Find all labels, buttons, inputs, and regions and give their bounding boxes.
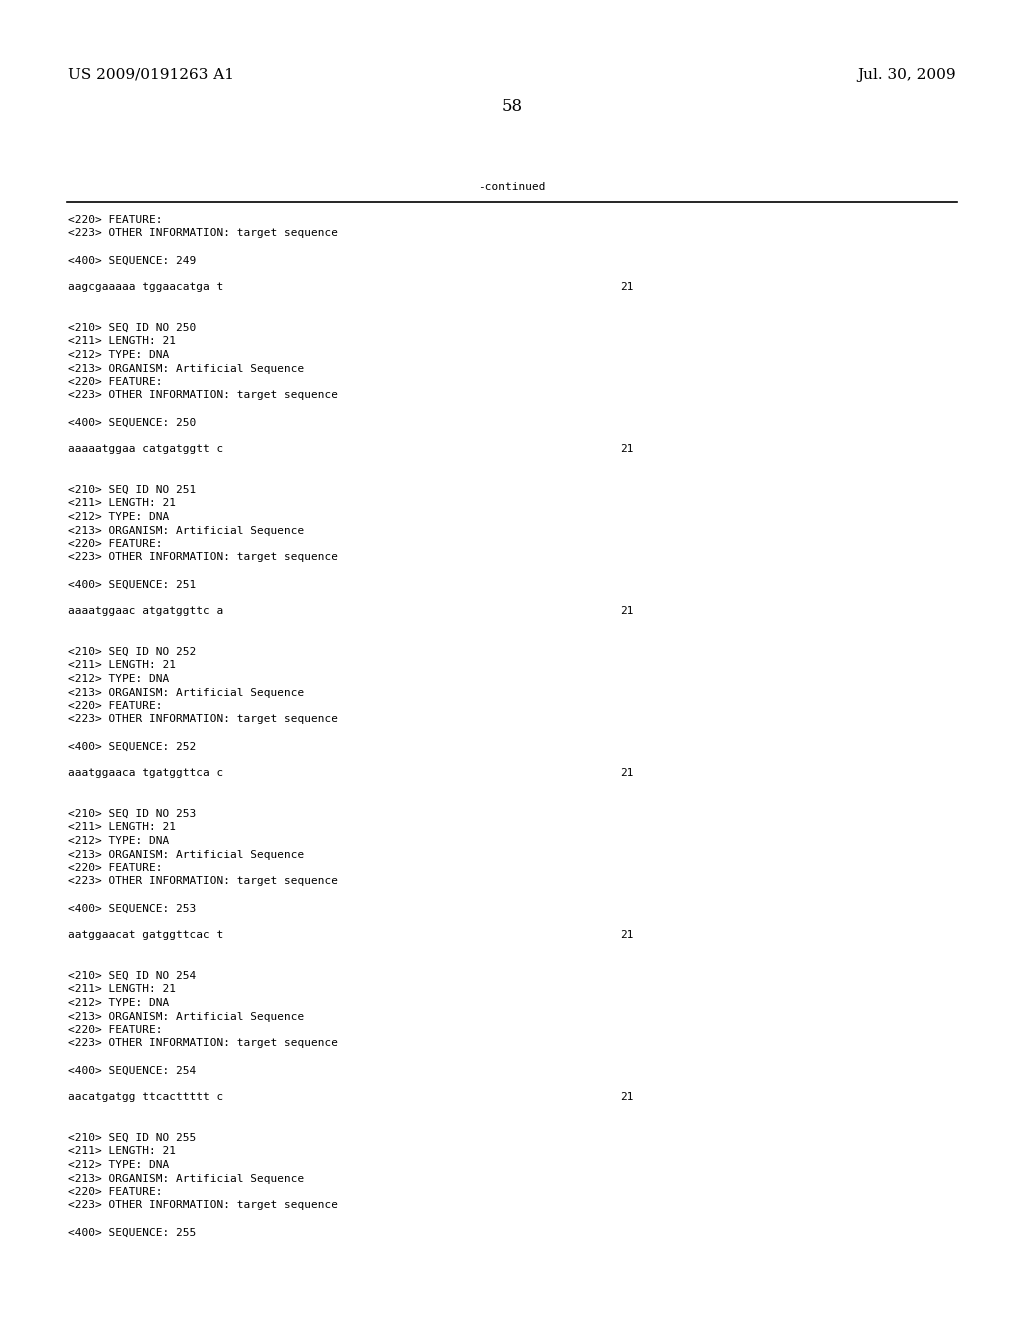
Text: <213> ORGANISM: Artificial Sequence: <213> ORGANISM: Artificial Sequence (68, 1173, 304, 1184)
Text: <220> FEATURE:: <220> FEATURE: (68, 378, 163, 387)
Text: <213> ORGANISM: Artificial Sequence: <213> ORGANISM: Artificial Sequence (68, 1011, 304, 1022)
Text: <400> SEQUENCE: 249: <400> SEQUENCE: 249 (68, 256, 197, 265)
Text: 21: 21 (620, 445, 634, 454)
Text: <210> SEQ ID NO 254: <210> SEQ ID NO 254 (68, 972, 197, 981)
Text: <223> OTHER INFORMATION: target sequence: <223> OTHER INFORMATION: target sequence (68, 1200, 338, 1210)
Text: <212> TYPE: DNA: <212> TYPE: DNA (68, 675, 169, 684)
Text: <223> OTHER INFORMATION: target sequence: <223> OTHER INFORMATION: target sequence (68, 553, 338, 562)
Text: <220> FEATURE:: <220> FEATURE: (68, 1026, 163, 1035)
Text: aaaaatggaa catgatggtt c: aaaaatggaa catgatggtt c (68, 445, 223, 454)
Text: -continued: -continued (478, 182, 546, 191)
Text: <223> OTHER INFORMATION: target sequence: <223> OTHER INFORMATION: target sequence (68, 714, 338, 725)
Text: <223> OTHER INFORMATION: target sequence: <223> OTHER INFORMATION: target sequence (68, 228, 338, 239)
Text: 21: 21 (620, 282, 634, 293)
Text: <211> LENGTH: 21: <211> LENGTH: 21 (68, 1147, 176, 1156)
Text: <211> LENGTH: 21: <211> LENGTH: 21 (68, 337, 176, 346)
Text: Jul. 30, 2009: Jul. 30, 2009 (857, 69, 956, 82)
Text: aatggaacat gatggttcac t: aatggaacat gatggttcac t (68, 931, 223, 940)
Text: <212> TYPE: DNA: <212> TYPE: DNA (68, 1160, 169, 1170)
Text: <211> LENGTH: 21: <211> LENGTH: 21 (68, 822, 176, 833)
Text: <223> OTHER INFORMATION: target sequence: <223> OTHER INFORMATION: target sequence (68, 1039, 338, 1048)
Text: <220> FEATURE:: <220> FEATURE: (68, 539, 163, 549)
Text: <210> SEQ ID NO 251: <210> SEQ ID NO 251 (68, 484, 197, 495)
Text: <223> OTHER INFORMATION: target sequence: <223> OTHER INFORMATION: target sequence (68, 876, 338, 887)
Text: <210> SEQ ID NO 252: <210> SEQ ID NO 252 (68, 647, 197, 657)
Text: <212> TYPE: DNA: <212> TYPE: DNA (68, 512, 169, 521)
Text: <210> SEQ ID NO 250: <210> SEQ ID NO 250 (68, 323, 197, 333)
Text: <400> SEQUENCE: 250: <400> SEQUENCE: 250 (68, 417, 197, 428)
Text: <213> ORGANISM: Artificial Sequence: <213> ORGANISM: Artificial Sequence (68, 688, 304, 697)
Text: US 2009/0191263 A1: US 2009/0191263 A1 (68, 69, 234, 82)
Text: <212> TYPE: DNA: <212> TYPE: DNA (68, 350, 169, 360)
Text: <400> SEQUENCE: 251: <400> SEQUENCE: 251 (68, 579, 197, 590)
Text: 21: 21 (620, 931, 634, 940)
Text: <210> SEQ ID NO 255: <210> SEQ ID NO 255 (68, 1133, 197, 1143)
Text: <220> FEATURE:: <220> FEATURE: (68, 1187, 163, 1197)
Text: <211> LENGTH: 21: <211> LENGTH: 21 (68, 660, 176, 671)
Text: <400> SEQUENCE: 254: <400> SEQUENCE: 254 (68, 1065, 197, 1076)
Text: <400> SEQUENCE: 252: <400> SEQUENCE: 252 (68, 742, 197, 751)
Text: <223> OTHER INFORMATION: target sequence: <223> OTHER INFORMATION: target sequence (68, 391, 338, 400)
Text: <400> SEQUENCE: 253: <400> SEQUENCE: 253 (68, 903, 197, 913)
Text: 21: 21 (620, 606, 634, 616)
Text: <220> FEATURE:: <220> FEATURE: (68, 215, 163, 224)
Text: <400> SEQUENCE: 255: <400> SEQUENCE: 255 (68, 1228, 197, 1238)
Text: <220> FEATURE:: <220> FEATURE: (68, 863, 163, 873)
Text: <213> ORGANISM: Artificial Sequence: <213> ORGANISM: Artificial Sequence (68, 525, 304, 536)
Text: <212> TYPE: DNA: <212> TYPE: DNA (68, 998, 169, 1008)
Text: 21: 21 (620, 768, 634, 779)
Text: aaatggaaca tgatggttca c: aaatggaaca tgatggttca c (68, 768, 223, 779)
Text: <220> FEATURE:: <220> FEATURE: (68, 701, 163, 711)
Text: 58: 58 (502, 98, 522, 115)
Text: <212> TYPE: DNA: <212> TYPE: DNA (68, 836, 169, 846)
Text: <213> ORGANISM: Artificial Sequence: <213> ORGANISM: Artificial Sequence (68, 850, 304, 859)
Text: aaaatggaac atgatggttc a: aaaatggaac atgatggttc a (68, 606, 223, 616)
Text: <211> LENGTH: 21: <211> LENGTH: 21 (68, 499, 176, 508)
Text: <210> SEQ ID NO 253: <210> SEQ ID NO 253 (68, 809, 197, 818)
Text: 21: 21 (620, 1093, 634, 1102)
Text: aagcgaaaaa tggaacatga t: aagcgaaaaa tggaacatga t (68, 282, 223, 293)
Text: aacatgatgg ttcacttttt c: aacatgatgg ttcacttttt c (68, 1093, 223, 1102)
Text: <213> ORGANISM: Artificial Sequence: <213> ORGANISM: Artificial Sequence (68, 363, 304, 374)
Text: <211> LENGTH: 21: <211> LENGTH: 21 (68, 985, 176, 994)
